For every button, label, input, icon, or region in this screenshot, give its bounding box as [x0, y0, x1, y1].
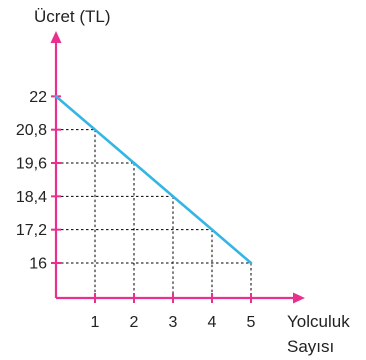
y-tick-label: 18,4: [16, 189, 47, 206]
series-line: [54, 95, 253, 265]
data-series: [54, 95, 253, 265]
y-tick-label: 20,8: [16, 122, 47, 139]
x-tick-label: 3: [169, 314, 178, 331]
grid-lines: [56, 129, 252, 298]
x-tick-label: 2: [130, 314, 139, 331]
x-tick-label: 5: [247, 314, 256, 331]
x-tick-label: 1: [91, 314, 100, 331]
x-axis-title-line1: Yolculuk: [287, 312, 350, 331]
y-tick-label: 16: [29, 256, 47, 273]
y-axis-title: Ücret (TL): [34, 7, 111, 26]
x-axis-title-line2: Sayısı: [287, 337, 334, 356]
x-axis-arrow-icon: [293, 292, 305, 304]
y-tick-label: 19,6: [16, 156, 47, 173]
x-tick-label: 4: [208, 314, 217, 331]
y-tick-label: 17,2: [16, 222, 47, 239]
ticks: 22 20,8 19,6 18,4 17,2 16 1 2 3 4 5: [16, 89, 256, 331]
y-tick-label: 22: [29, 89, 47, 106]
y-axis-arrow-icon: [50, 31, 62, 43]
